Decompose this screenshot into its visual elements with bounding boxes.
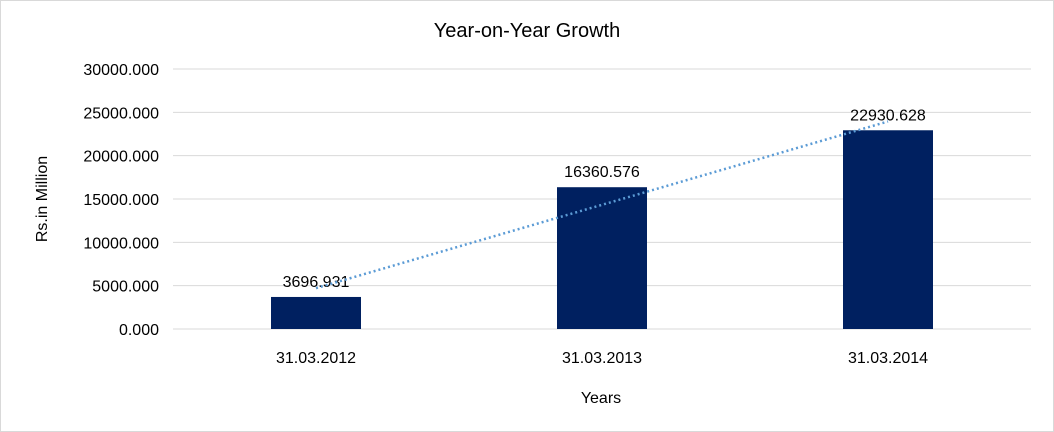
data-labels: 3696.931 16360.576 22930.628 [283, 107, 926, 291]
x-axis-ticks: 31.03.2012 31.03.2013 31.03.2014 [276, 350, 928, 367]
x-tick-label: 31.03.2014 [848, 350, 928, 367]
y-tick-label: 10000.000 [83, 235, 159, 252]
x-axis-title: Years [581, 390, 621, 407]
data-label: 22930.628 [850, 107, 926, 124]
trendline [315, 120, 889, 290]
bar [557, 187, 647, 329]
data-label: 3696.931 [283, 274, 350, 291]
y-tick-label: 5000.000 [92, 279, 159, 296]
bar [271, 296, 361, 329]
y-axis-title: Rs.in Million [34, 156, 51, 242]
data-label: 16360.576 [564, 164, 640, 181]
bars [271, 130, 933, 329]
chart-title: Year-on-Year Growth [434, 20, 620, 42]
y-tick-label: 30000.000 [83, 62, 159, 79]
y-tick-label: 20000.000 [83, 149, 159, 166]
y-tick-label: 0.000 [119, 322, 159, 339]
y-tick-label: 15000.000 [83, 192, 159, 209]
x-tick-label: 31.03.2013 [562, 350, 642, 367]
trendline-group [315, 120, 889, 290]
x-tick-label: 31.03.2012 [276, 350, 356, 367]
bar [843, 130, 933, 329]
y-tick-label: 25000.000 [83, 105, 159, 122]
y-axis-ticks: 0.000 5000.000 10000.000 15000.000 20000.000… [83, 62, 159, 339]
